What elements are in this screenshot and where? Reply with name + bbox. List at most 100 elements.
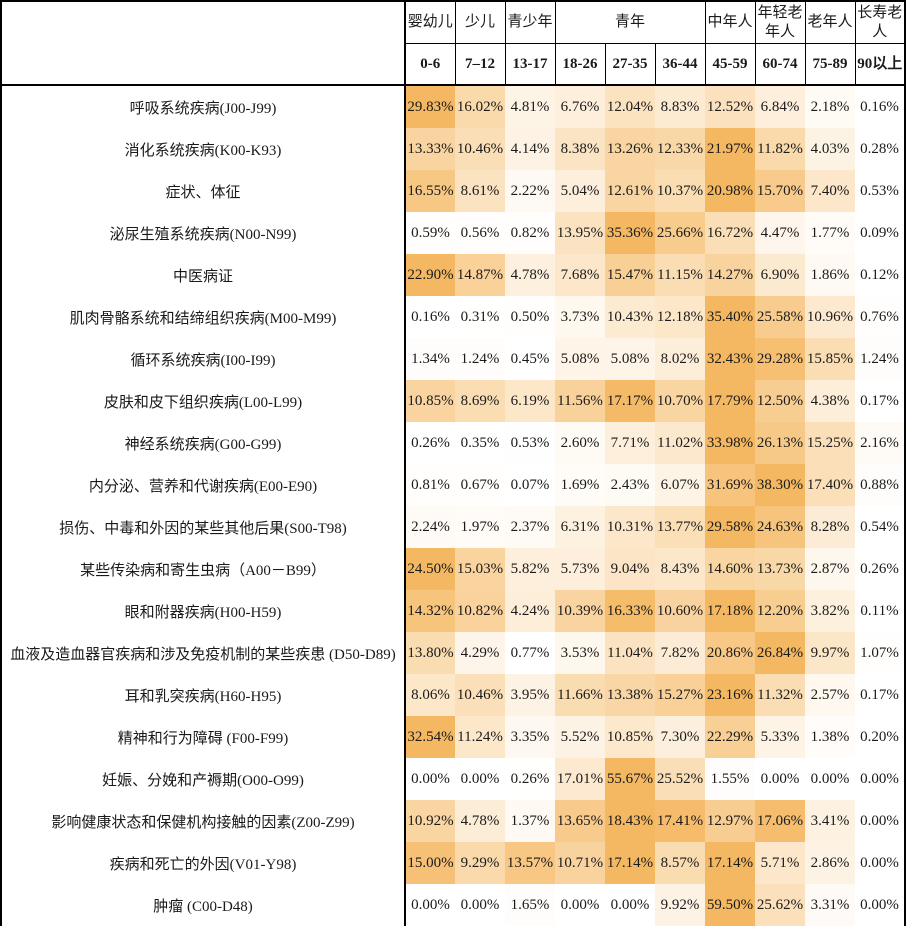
heatmap-cell: 1.37%: [505, 800, 555, 842]
column-group-header: 青少年: [504, 0, 556, 44]
row-label: 耳和乳突疾病(H60-H95): [1, 674, 406, 716]
table-row: 神经系统疾病(G00-G99) 0.26% 0.35% 0.53% 2.60% 7.71%…: [1, 422, 906, 464]
heatmap-cell: 22.90%: [405, 254, 455, 296]
heatmap-cell: 0.16%: [855, 85, 906, 128]
heatmap-cell: 5.08%: [605, 338, 655, 380]
column-age-header: 60-74: [754, 43, 806, 86]
heatmap-cell: 0.26%: [855, 548, 906, 590]
heatmap-cell: 32.54%: [405, 716, 455, 758]
heatmap-cell: 10.70%: [655, 380, 706, 422]
table-row: 循环系统疾病(I00-I99) 1.34% 1.24% 0.45% 5.08% 5.08%…: [1, 338, 906, 380]
column-group-header: 老年人: [804, 0, 856, 44]
heatmap-cell: 12.33%: [655, 128, 706, 170]
heatmap-cell: 55.67%: [605, 758, 655, 800]
heatmap-cell: 14.60%: [705, 548, 756, 590]
heatmap-cell: 17.79%: [705, 380, 756, 422]
heatmap-cell: 12.20%: [755, 590, 806, 632]
heatmap-cell: 17.40%: [805, 464, 856, 506]
heatmap-cell: 25.58%: [755, 296, 806, 338]
heatmap-cell: 25.62%: [755, 884, 806, 926]
heatmap-cell: 8.06%: [405, 674, 455, 716]
heatmap-cell: 0.00%: [855, 884, 906, 926]
row-label: 循环系统疾病(I00-I99): [1, 338, 406, 380]
column-group-header: 年轻老年人: [754, 0, 806, 44]
heatmap-cell: 0.07%: [505, 464, 555, 506]
column-age-header: 75-89: [804, 43, 856, 86]
heatmap-cell: 16.33%: [605, 590, 655, 632]
heatmap-cell: 8.02%: [655, 338, 706, 380]
heatmap-cell: 3.73%: [555, 296, 605, 338]
heatmap-cell: 0.17%: [855, 674, 906, 716]
row-label: 某些传染病和寄生虫病（A00－B99）: [1, 548, 406, 590]
heatmap-cell: 4.03%: [805, 128, 856, 170]
heatmap-cell: 2.87%: [805, 548, 856, 590]
heatmap-cell: 2.37%: [505, 506, 555, 548]
row-label: 妊娠、分娩和产褥期(O00-O99): [1, 758, 406, 800]
heatmap-cell: 0.53%: [505, 422, 555, 464]
heatmap-cell: 10.82%: [455, 590, 505, 632]
heatmap-cell: 0.00%: [755, 758, 806, 800]
header-group-row: 婴幼儿 少儿 青少年 青年 中年人 年轻老年人 老年人 长寿老人: [0, 0, 906, 86]
heatmap-cell: 31.69%: [705, 464, 756, 506]
heatmap-cell: 11.32%: [755, 674, 806, 716]
table-row: 妊娠、分娩和产褥期(O00-O99) 0.00% 0.00% 0.26% 17.01% 5…: [1, 758, 906, 800]
heatmap-cell: 11.82%: [755, 128, 806, 170]
heatmap-cell: 3.95%: [505, 674, 555, 716]
heatmap-cell: 0.88%: [855, 464, 906, 506]
row-label: 影响健康状态和保健机构接触的因素(Z00-Z99): [1, 800, 406, 842]
heatmap-cell: 17.18%: [705, 590, 756, 632]
heatmap-cell: 17.14%: [605, 842, 655, 884]
heatmap-cell: 35.36%: [605, 212, 655, 254]
heatmap-cell: 8.61%: [455, 170, 505, 212]
heatmap-cell: 24.50%: [405, 548, 455, 590]
heatmap-cell: 2.24%: [405, 506, 455, 548]
heatmap-cell: 0.00%: [405, 758, 455, 800]
row-label: 肿瘤 (C00-D48): [1, 884, 406, 926]
heatmap-cell: 13.65%: [555, 800, 605, 842]
heatmap-cell: 8.57%: [655, 842, 706, 884]
heatmap-cell: 5.52%: [555, 716, 605, 758]
heatmap-cell: 6.19%: [505, 380, 555, 422]
heatmap-cell: 13.26%: [605, 128, 655, 170]
heatmap-cell: 0.09%: [855, 212, 906, 254]
heatmap-cell: 10.96%: [805, 296, 856, 338]
heatmap-cell: 10.46%: [455, 674, 505, 716]
heatmap-cell: 4.29%: [455, 632, 505, 674]
row-label: 疾病和死亡的外因(V01-Y98): [1, 842, 406, 884]
heatmap-cell: 12.52%: [705, 85, 756, 128]
row-label: 损伤、中毒和外因的某些其他后果(S00-T98): [1, 506, 406, 548]
heatmap-cell: 2.18%: [805, 85, 856, 128]
heatmap-cell: 15.70%: [755, 170, 806, 212]
heatmap-cell: 8.28%: [805, 506, 856, 548]
heatmap-cell: 10.37%: [655, 170, 706, 212]
heatmap-cell: 0.00%: [455, 884, 505, 926]
row-label: 神经系统疾病(G00-G99): [1, 422, 406, 464]
heatmap-cell: 9.97%: [805, 632, 856, 674]
heatmap-cell: 6.90%: [755, 254, 806, 296]
heatmap-cell: 29.83%: [405, 85, 455, 128]
heatmap-cell: 4.14%: [505, 128, 555, 170]
heatmap-cell: 7.68%: [555, 254, 605, 296]
column-group-header: 少儿: [454, 0, 506, 44]
heatmap-cell: 10.31%: [605, 506, 655, 548]
row-label: 皮肤和皮下组织疾病(L00-L99): [1, 380, 406, 422]
heatmap-cell: 0.26%: [405, 422, 455, 464]
heatmap-cell: 10.39%: [555, 590, 605, 632]
column-age-header: 36-44: [654, 43, 706, 86]
heatmap-cell: 10.85%: [605, 716, 655, 758]
heatmap-cell: 17.41%: [655, 800, 706, 842]
table-row: 肌肉骨骼系统和结缔组织疾病(M00-M99) 0.16% 0.31% 0.50% 3.7…: [1, 296, 906, 338]
heatmap-cell: 6.84%: [755, 85, 806, 128]
heatmap-cell: 1.55%: [705, 758, 756, 800]
row-label: 泌尿生殖系统疾病(N00-N99): [1, 212, 406, 254]
heatmap-cell: 10.46%: [455, 128, 505, 170]
heatmap-cell: 59.50%: [705, 884, 756, 926]
heatmap-cell: 12.18%: [655, 296, 706, 338]
heatmap-cell: 9.92%: [655, 884, 706, 926]
heatmap-cell: 17.01%: [555, 758, 605, 800]
table-row: 损伤、中毒和外因的某些其他后果(S00-T98) 2.24% 1.97% 2.37% 6…: [1, 506, 906, 548]
heatmap-cell: 0.53%: [855, 170, 906, 212]
heatmap-cell: 29.28%: [755, 338, 806, 380]
column-age-header: 7–12: [454, 43, 506, 86]
